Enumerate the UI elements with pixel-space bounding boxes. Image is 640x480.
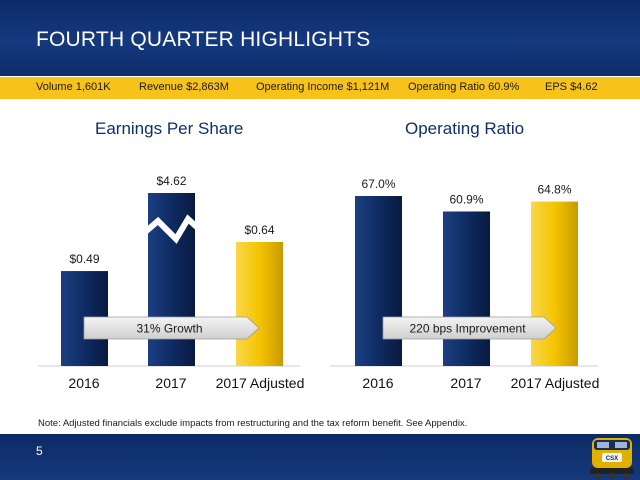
data-label: $4.62 [156,174,186,188]
footer-band: CSX [0,434,640,480]
annotation-text: 31% Growth [136,322,202,336]
annotation-arrow [382,316,557,340]
kpi-volume: Volume 1,601K [36,81,111,93]
annotation-arrow [83,316,260,340]
page-number: 5 [36,444,43,458]
bar-2017-adjusted [531,201,578,366]
data-label: 67.0% [361,177,395,191]
category-label: 2017 Adjusted [216,375,305,391]
data-label: $0.64 [244,223,274,237]
kpi-operating-income: Operating Income $1,121M [256,81,390,93]
category-label: 2017 Adjusted [511,375,600,391]
data-label: $0.49 [69,252,99,266]
kpi-eps: EPS $4.62 [545,81,598,93]
bar-2017-adjusted [236,242,283,366]
data-label: 64.8% [537,183,571,197]
kpi-operating-ratio: Operating Ratio 60.9% [408,81,520,93]
slide-title: FOURTH QUARTER HIGHLIGHTS [36,28,371,51]
eps-chart-title: Earnings Per Share [95,119,244,138]
category-label: 2016 [68,375,99,391]
axis-break-mark [142,214,202,244]
category-label: 2017 [450,375,481,391]
bar-2016 [355,196,402,366]
footnote: Note: Adjusted financials exclude impact… [38,418,468,429]
kpi-revenue: Revenue $2,863M [139,81,229,93]
category-label: 2016 [362,375,393,391]
data-label: 60.9% [449,192,483,206]
header-band [0,0,640,76]
bar-2017 [443,211,490,366]
locomotive-icon: CSX [590,438,634,479]
category-label: 2017 [155,375,186,391]
kpi-bar: Volume 1,601K Revenue $2,863M Operating … [0,77,640,99]
svg-text:CSX: CSX [606,456,618,462]
operating-ratio-chart-title: Operating Ratio [405,119,525,138]
annotation-text: 220 bps Improvement [409,322,526,336]
